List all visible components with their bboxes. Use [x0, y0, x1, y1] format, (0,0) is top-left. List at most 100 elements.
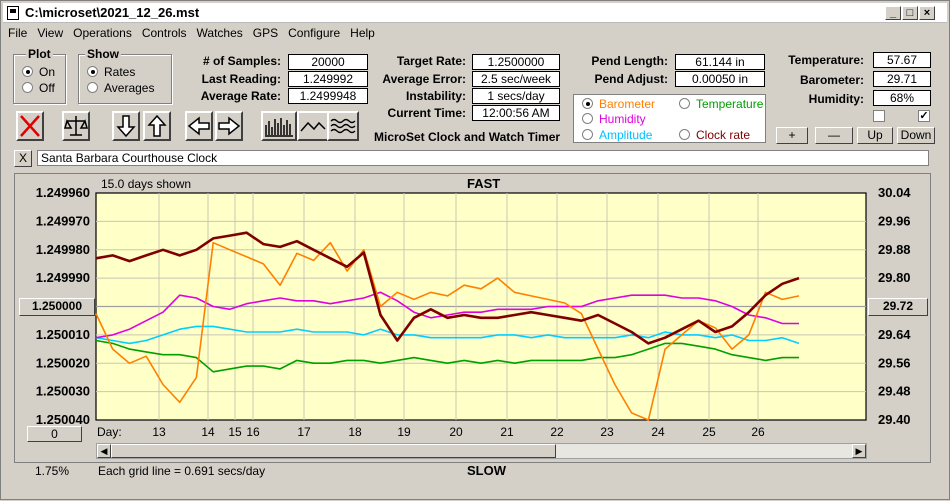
app-icon[interactable]	[7, 6, 19, 20]
center-right-button[interactable]: 29.72	[868, 298, 928, 316]
minus-button[interactable]: —	[815, 127, 853, 144]
app-caption: MicroSet Clock and Watch Timer	[374, 130, 561, 144]
radio-dot	[582, 129, 593, 140]
radio-dot	[22, 66, 33, 77]
down-button[interactable]: Down	[897, 127, 935, 144]
window-title: C:\microset\2021_12_26.mst	[25, 5, 200, 20]
fast-label: FAST	[467, 176, 501, 191]
barometer-radio[interactable]: Barometer	[582, 97, 655, 111]
wave-view-button[interactable]	[327, 111, 359, 141]
temperature-radio[interactable]: Temperature	[679, 97, 763, 111]
show-averages-label: Averages	[104, 81, 155, 95]
scroll-left-icon[interactable]: ◀	[97, 444, 111, 458]
barometer-stat-label: Barometer:	[799, 73, 864, 87]
scroll-thumb[interactable]	[111, 444, 556, 458]
up-arrow-button[interactable]	[143, 111, 171, 141]
zero-button[interactable]: 0	[27, 426, 82, 442]
show-rates-label: Rates	[104, 65, 136, 79]
minimize-button[interactable]: _	[885, 6, 901, 20]
menu-controls[interactable]: Controls	[141, 26, 187, 40]
checkbox-right[interactable]: ✓	[918, 110, 930, 122]
last-reading-label: Last Reading:	[201, 72, 281, 86]
slow-label: SLOW	[467, 463, 506, 478]
plot-off-label: Off	[39, 81, 55, 95]
amplitude-radio[interactable]: Amplitude	[582, 128, 652, 142]
average-rate-field: 1.2499948	[288, 88, 368, 104]
close-window-button[interactable]: ×	[919, 6, 935, 20]
radio-dot	[87, 66, 98, 77]
average-error-label: Average Error:	[382, 72, 466, 86]
menu-operations[interactable]: Operations	[73, 26, 132, 40]
arrow-up-icon	[147, 114, 167, 137]
radio-dot	[22, 82, 33, 93]
menu-configure[interactable]: Configure	[288, 26, 341, 40]
show-averages-radio[interactable]: Averages	[87, 81, 154, 95]
average-error-field: 2.5 sec/week	[472, 71, 560, 87]
menu-bar: File View Operations Controls Watches GPS Conf…	[3, 25, 380, 43]
close-description-button[interactable]: X	[14, 150, 32, 167]
plot-on-label: On	[39, 65, 56, 79]
plot-on-radio[interactable]: On	[22, 65, 55, 79]
clear-button[interactable]	[16, 111, 44, 141]
arrow-down-icon	[116, 115, 136, 138]
pend-adjust-field[interactable]: 0.00050 in	[675, 71, 765, 87]
show-rates-radio[interactable]: Rates	[87, 65, 135, 79]
barometer-label: Barometer	[599, 97, 656, 111]
humidity-stat-label: Humidity:	[808, 92, 864, 106]
percent-label: 1.75%	[35, 464, 70, 478]
menu-file[interactable]: File	[8, 26, 28, 40]
show-group: Show Rates Averages	[78, 47, 172, 104]
checkbox-left[interactable]	[873, 110, 885, 122]
scroll-right-icon[interactable]: ▶	[852, 444, 866, 458]
maximize-button[interactable]: □	[902, 6, 918, 20]
radio-dot	[87, 82, 98, 93]
temperature-stat-label: Temperature:	[788, 53, 864, 67]
temperature-stat-field: 57.67	[873, 52, 931, 68]
barometer-stat-field: 29.71	[873, 71, 931, 87]
plot-frame	[14, 173, 931, 463]
target-rate-field[interactable]: 1.2500000	[472, 54, 560, 70]
day-axis-label: Day:	[97, 425, 122, 439]
up-button[interactable]: Up	[857, 127, 893, 144]
description-field[interactable]: Santa Barbara Courthouse Clock	[37, 150, 929, 166]
plot-group: Plot On Off	[13, 47, 66, 104]
title-bar[interactable]: C:\microset\2021_12_26.mst _ □ ×	[3, 3, 947, 23]
line-chart-icon	[300, 121, 326, 132]
balance-button[interactable]	[62, 111, 90, 141]
plus-button[interactable]: +	[776, 127, 808, 144]
pend-length-label: Pend Length:	[591, 54, 668, 68]
humidity-stat-field: 68%	[873, 90, 931, 106]
bar-chart-icon	[265, 118, 293, 137]
arrow-left-icon	[187, 116, 210, 136]
temperature-label: Temperature	[696, 97, 764, 111]
current-time-label: Current Time:	[387, 106, 466, 120]
radio-dot	[679, 98, 690, 109]
show-group-label: Show	[85, 47, 121, 61]
humidity-label: Humidity	[599, 112, 646, 126]
menu-help[interactable]: Help	[350, 26, 375, 40]
left-arrow-button[interactable]	[185, 111, 213, 141]
menu-watches[interactable]: Watches	[196, 26, 243, 40]
humidity-radio[interactable]: Humidity	[582, 112, 646, 126]
x-icon	[20, 115, 40, 137]
menu-view[interactable]: View	[37, 26, 64, 40]
bars-view-button[interactable]	[261, 111, 297, 141]
grid-note: Each grid line = 0.691 secs/day	[98, 464, 266, 478]
samples-field: 20000	[288, 54, 368, 70]
line-view-button[interactable]	[297, 111, 329, 141]
down-arrow-button[interactable]	[112, 111, 140, 141]
plot-off-radio[interactable]: Off	[22, 81, 55, 95]
target-rate-label: Target Rate:	[396, 54, 466, 68]
pend-adjust-label: Pend Adjust:	[594, 72, 668, 86]
scale-icon	[64, 116, 88, 136]
last-reading-field: 1.249992	[288, 71, 368, 87]
arrow-right-icon	[218, 116, 241, 136]
horizontal-scrollbar[interactable]: ◀ ▶	[96, 443, 867, 459]
center-left-button[interactable]: 1.250000	[19, 298, 95, 316]
right-arrow-button[interactable]	[215, 111, 243, 141]
clock-rate-radio[interactable]: Clock rate	[679, 128, 750, 142]
average-rate-label: Average Rate:	[200, 89, 281, 103]
menu-gps[interactable]: GPS	[252, 26, 279, 40]
radio-dot	[679, 129, 690, 140]
